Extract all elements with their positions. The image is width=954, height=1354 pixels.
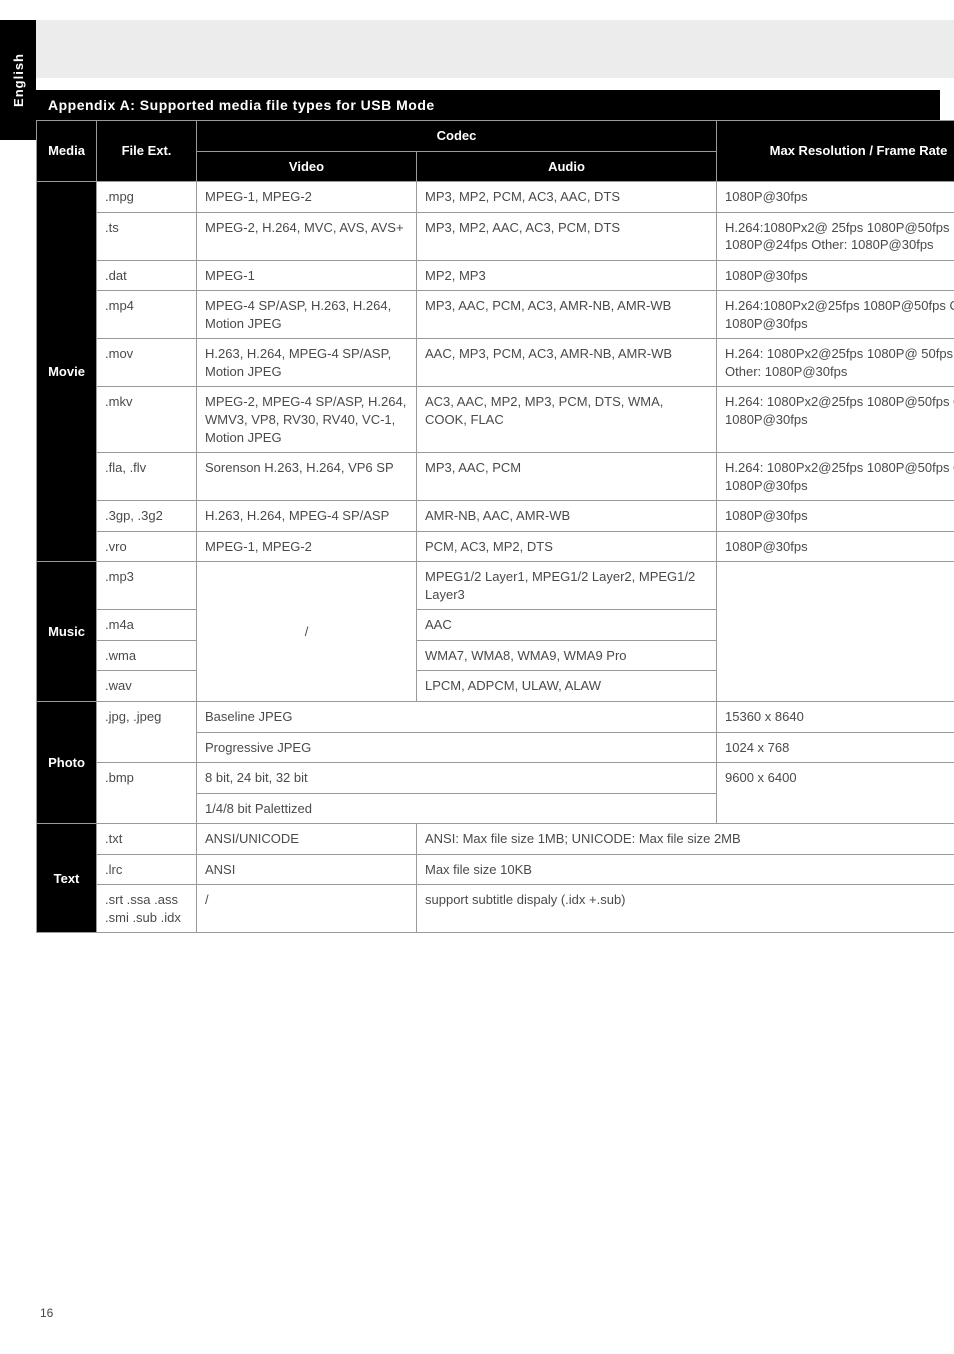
cell-note: support subtitle dispaly (.idx +.sub)	[417, 885, 954, 933]
cell-video: MPEG-1, MPEG-2	[197, 531, 417, 562]
cell-audio: AC3, AAC, MP2, MP3, PCM, DTS, WMA, COOK,…	[417, 387, 717, 453]
cell-codec: 8 bit, 24 bit, 32 bit	[197, 763, 717, 794]
cell-video: Sorenson H.263, H.264, VP6 SP	[197, 453, 417, 501]
page-number: 16	[40, 1306, 53, 1320]
cell-audio: WMA7, WMA8, WMA9, WMA9 Pro	[417, 640, 717, 671]
header-band	[36, 20, 954, 78]
cell-video: MPEG-1, MPEG-2	[197, 182, 417, 213]
cell-video: MPEG-1	[197, 260, 417, 291]
cell-note: Max file size 10KB	[417, 854, 954, 885]
hdr-max: Max Resolution / Frame Rate	[717, 121, 954, 182]
cell-video: MPEG-2, MPEG-4 SP/ASP, H.264, WMV3, VP8,…	[197, 387, 417, 453]
cell-ext: .srt .ssa .ass .smi .sub .idx	[97, 885, 197, 933]
cell-ext: .jpg, .jpeg	[97, 702, 197, 763]
rowh-photo: Photo	[37, 702, 97, 824]
cell-audio: AAC, MP3, PCM, AC3, AMR-NB, AMR-WB	[417, 339, 717, 387]
cell-ext: .dat	[97, 260, 197, 291]
cell-ext: .mov	[97, 339, 197, 387]
cell-ext: .mp4	[97, 291, 197, 339]
hdr-video: Video	[197, 151, 417, 182]
page-number-text: 16	[40, 1306, 53, 1320]
cell-audio: MP3, MP2, PCM, AC3, AAC, DTS	[417, 182, 717, 213]
cell-ext: .vro	[97, 531, 197, 562]
cell-ext: .wav	[97, 671, 197, 702]
cell-max: H.264: 1080Px2@25fps 1080P@50fps Other: …	[717, 453, 954, 501]
cell-max: H.264:1080Px2@ 25fps 1080P@50fps MVC: 10…	[717, 212, 954, 260]
hdr-codec: Codec	[197, 121, 717, 152]
cell-ext: .fla, .flv	[97, 453, 197, 501]
hdr-media: Media	[37, 121, 97, 182]
cell-ext: .ts	[97, 212, 197, 260]
cell-ext: .wma	[97, 640, 197, 671]
cell-max: 9600 x 6400	[717, 763, 954, 824]
rowh-movie: Movie	[37, 182, 97, 562]
cell-max: H.264:1080Px2@25fps 1080P@50fps Other: 1…	[717, 291, 954, 339]
cell-video: H.263, H.264, MPEG-4 SP/ASP	[197, 501, 417, 532]
cell-video: H.263, H.264, MPEG-4 SP/ASP, Motion JPEG	[197, 339, 417, 387]
rowh-text: Text	[37, 824, 97, 933]
side-tab-label: English	[11, 53, 26, 107]
cell-ext: .lrc	[97, 854, 197, 885]
cell-ext: .bmp	[97, 763, 197, 824]
cell-audio: LPCM, ADPCM, ULAW, ALAW	[417, 671, 717, 702]
cell-codec: ANSI/UNICODE	[197, 824, 417, 855]
cell-codec: ANSI	[197, 854, 417, 885]
cell-codec: Progressive JPEG	[197, 732, 717, 763]
cell-video: MPEG-2, H.264, MVC, AVS, AVS+	[197, 212, 417, 260]
hdr-audio: Audio	[417, 151, 717, 182]
cell-audio: MP3, AAC, PCM, AC3, AMR-NB, AMR-WB	[417, 291, 717, 339]
cell-max: 1024 x 768	[717, 732, 954, 763]
cell-audio: MP3, AAC, PCM	[417, 453, 717, 501]
cell-audio: AAC	[417, 610, 717, 641]
cell-codec: 1/4/8 bit Palettized	[197, 793, 717, 824]
cell-ext: .3gp, .3g2	[97, 501, 197, 532]
hdr-ext: File Ext.	[97, 121, 197, 182]
section-title-text: Appendix A: Supported media file types f…	[48, 97, 435, 113]
cell-max	[717, 562, 954, 702]
cell-max: 1080P@30fps	[717, 531, 954, 562]
cell-max: 1080P@30fps	[717, 501, 954, 532]
cell-video: /	[197, 562, 417, 702]
side-tab: English	[0, 20, 36, 140]
cell-ext: .m4a	[97, 610, 197, 641]
cell-ext: .mkv	[97, 387, 197, 453]
cell-audio: PCM, AC3, MP2, DTS	[417, 531, 717, 562]
cell-max: 15360 x 8640	[717, 702, 954, 733]
cell-audio: AMR-NB, AAC, AMR-WB	[417, 501, 717, 532]
cell-note: ANSI: Max file size 1MB; UNICODE: Max fi…	[417, 824, 954, 855]
cell-video: MPEG-4 SP/ASP, H.263, H.264, Motion JPEG	[197, 291, 417, 339]
rowh-music: Music	[37, 562, 97, 702]
cell-ext: .mp3	[97, 562, 197, 610]
cell-max: 1080P@30fps	[717, 260, 954, 291]
cell-audio: MP2, MP3	[417, 260, 717, 291]
cell-ext: .mpg	[97, 182, 197, 213]
cell-codec: Baseline JPEG	[197, 702, 717, 733]
cell-audio: MP3, MP2, AAC, AC3, PCM, DTS	[417, 212, 717, 260]
cell-max: 1080P@30fps	[717, 182, 954, 213]
cell-max: H.264: 1080Px2@25fps 1080P@50fps Other: …	[717, 387, 954, 453]
cell-audio: MPEG1/2 Layer1, MPEG1/2 Layer2, MPEG1/2 …	[417, 562, 717, 610]
codec-table: MediaFile Ext.CodecMax Resolution / Fram…	[36, 120, 954, 933]
cell-max: H.264: 1080Px2@25fps 1080P@ 50fps Other:…	[717, 339, 954, 387]
cell-codec: /	[197, 885, 417, 933]
cell-ext: .txt	[97, 824, 197, 855]
section-title: Appendix A: Supported media file types f…	[36, 90, 940, 120]
